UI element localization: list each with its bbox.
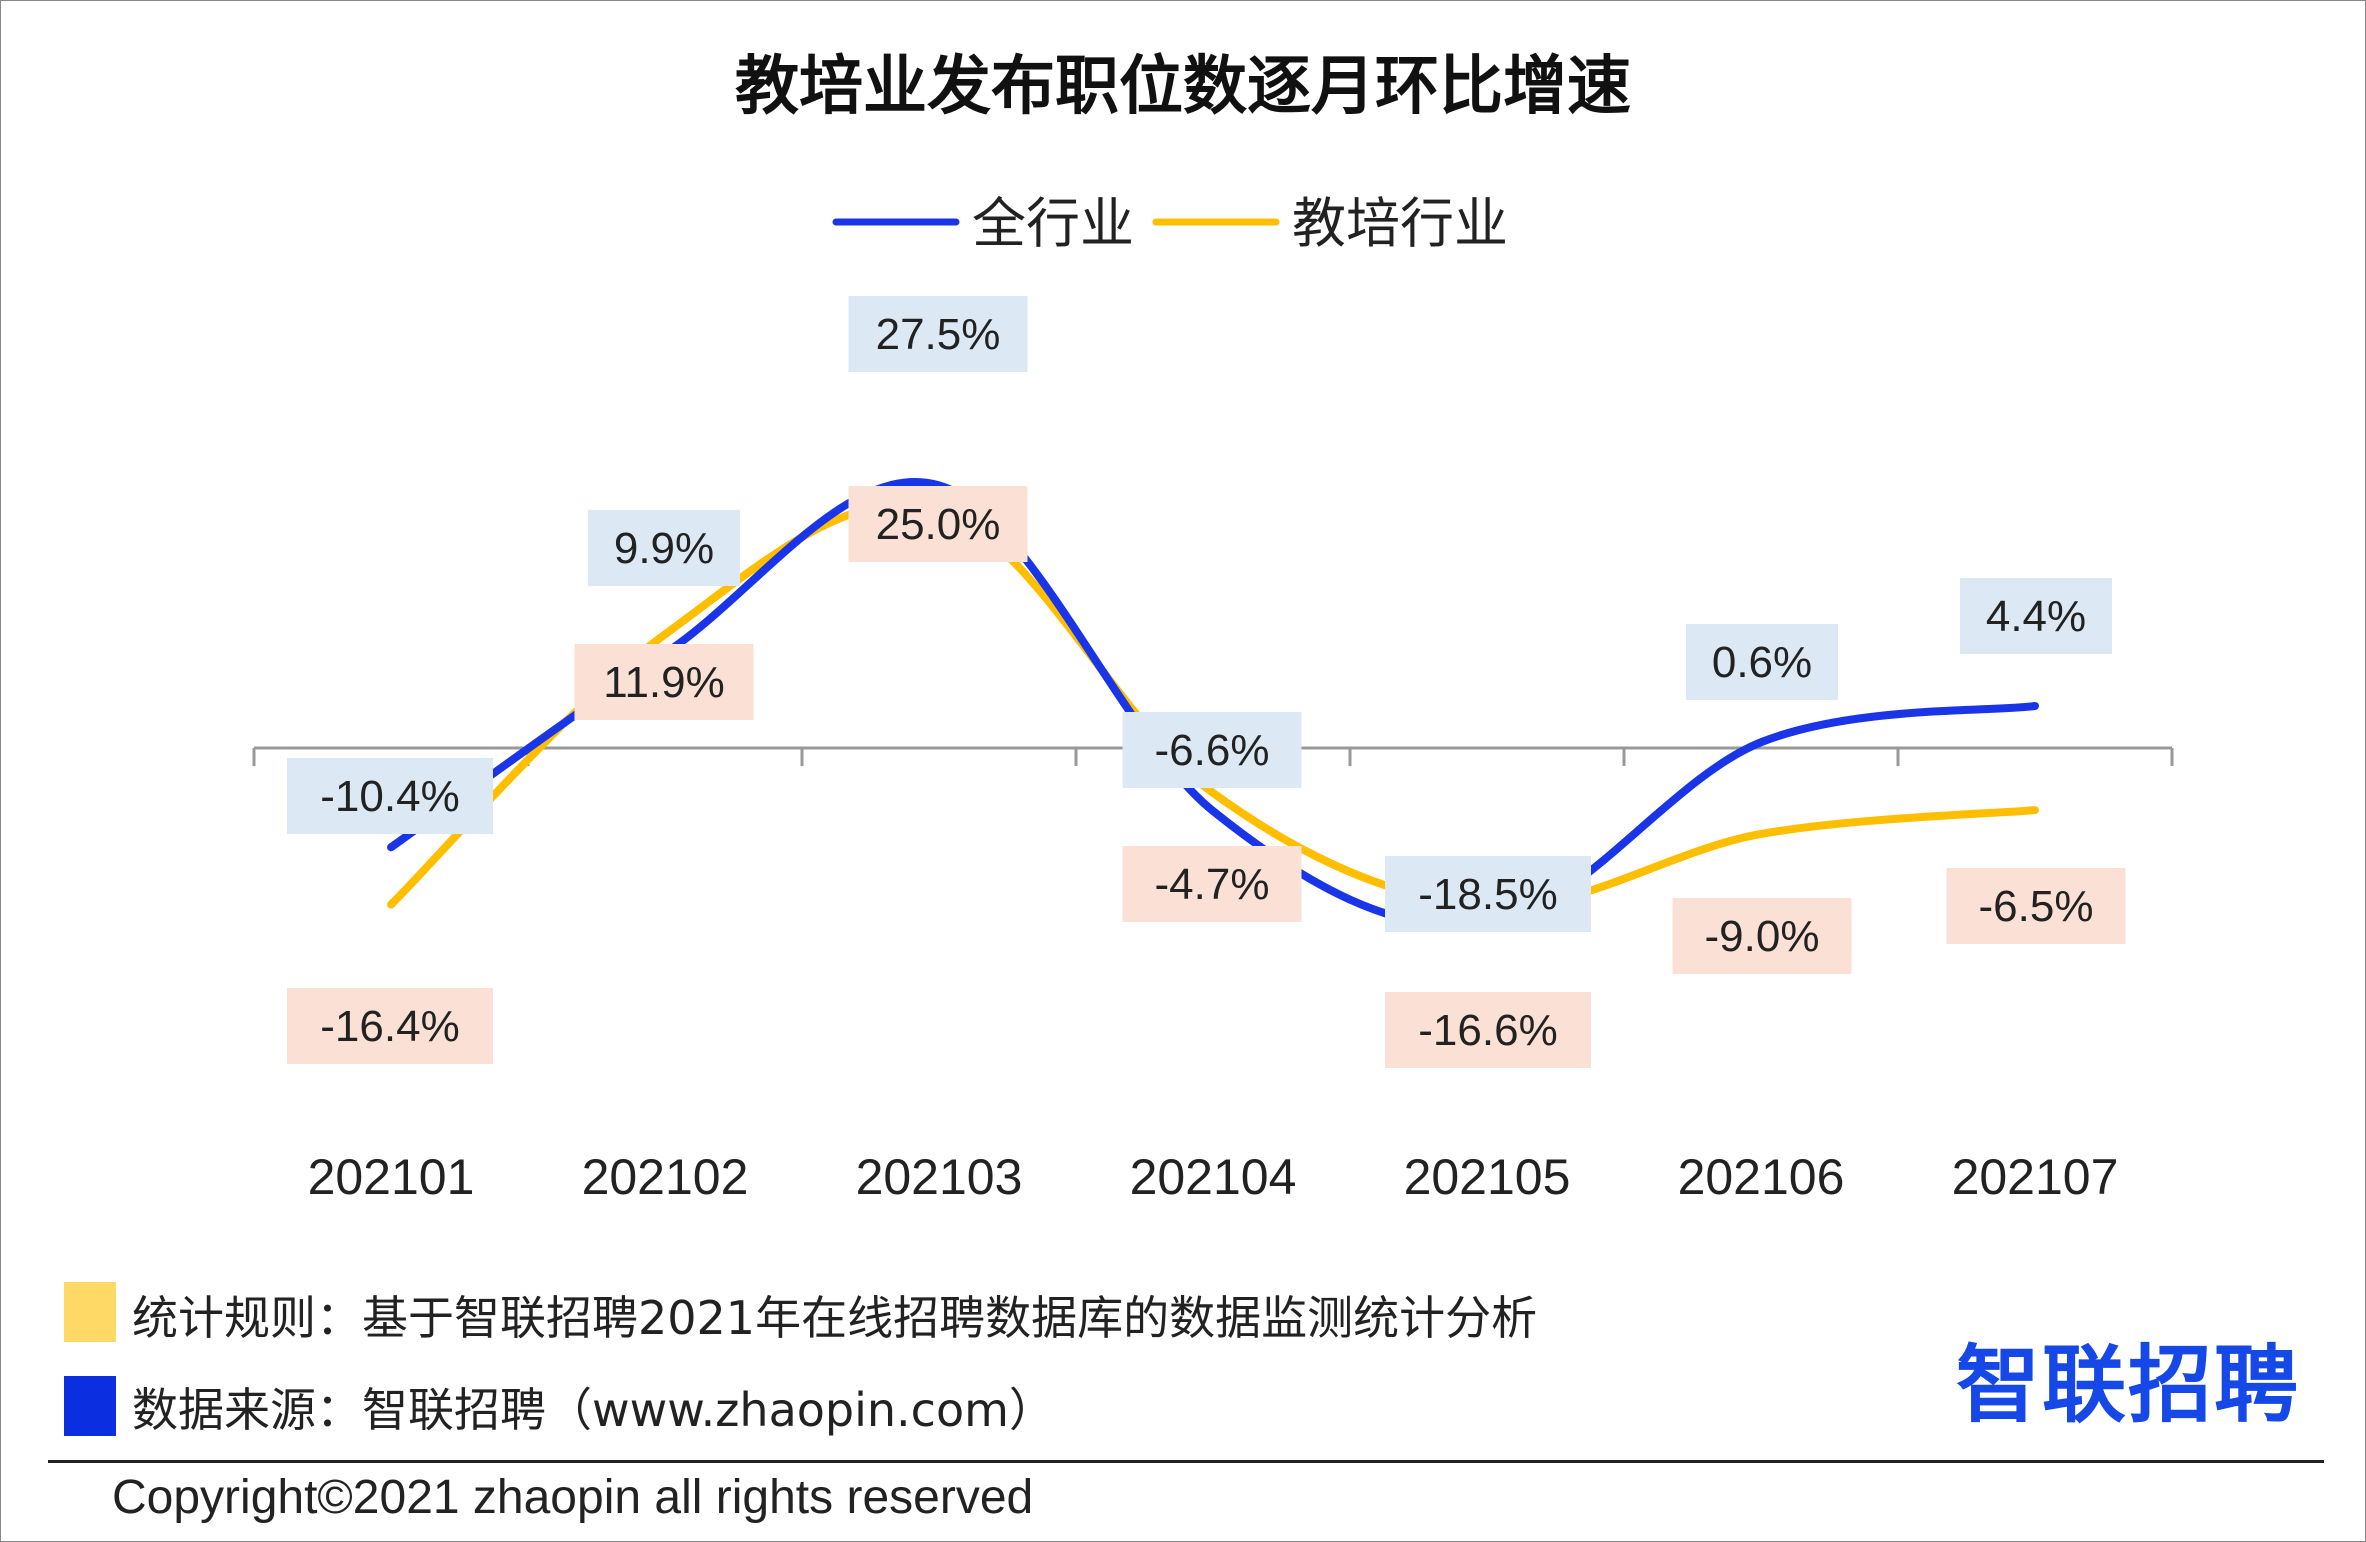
data-label-bg [287,988,493,1064]
data-label-text: -10.4% [320,772,459,821]
x-tick-label-202102: 202102 [582,1149,749,1205]
data-label-1-3: -4.7% [1122,846,1302,922]
data-label-1-5: -9.0% [1672,898,1852,974]
data-label-0-6: 4.4% [1960,578,2112,654]
data-label-text: -6.5% [1979,882,2094,931]
legend: 全行业 教培行业 [832,192,1508,255]
data-source-note: 数据来源：智联招聘（www.zhaopin.com） [132,1383,1055,1437]
data-label-bg [1672,898,1852,974]
x-tick-label-202107: 202107 [1952,1149,2119,1205]
data-label-0-4: -18.5% [1385,856,1591,932]
data-label-text: -16.6% [1418,1006,1557,1055]
data-label-text: 25.0% [876,500,1001,549]
data-label-text: 11.9% [603,658,725,707]
data-label-1-1: 11.9% [574,644,754,720]
data-label-text: 0.6% [1712,638,1812,687]
source-swatch [64,1376,116,1436]
x-tick-label-202104: 202104 [1130,1149,1297,1205]
data-label-1-6: -6.5% [1946,868,2126,944]
x-axis: 202101 202102 202103 202104 202105 202106 2021… [252,746,2174,1205]
data-label-bg [1122,846,1302,922]
data-label-bg [287,758,493,834]
data-label-bg [1946,868,2126,944]
data-label-0-0: -10.4% [287,758,493,834]
data-label-text: -4.7% [1155,860,1270,909]
data-label-bg [574,644,754,720]
data-label-0-1: 9.9% [588,510,740,586]
data-label-bg [1960,578,2112,654]
legend-label-0: 全行业 [972,192,1134,255]
stat-rule-note: 统计规则：基于智联招聘2021年在线招聘数据库的数据监测统计分析 [132,1291,1538,1345]
data-label-text: -6.6% [1155,726,1270,775]
data-label-bg [1385,856,1591,932]
footer-divider [48,1460,2324,1463]
x-tick-label-202101: 202101 [308,1149,475,1205]
chart-title: 教培业发布职位数逐月环比增速 [735,50,1631,124]
zhaopin-logo: 智联招聘 [1956,1336,2301,1434]
data-label-bg [1686,624,1838,700]
data-label-bg [1122,712,1302,788]
data-label-1-0: -16.4% [287,988,493,1064]
rule-swatch [64,1282,116,1342]
data-label-bg [848,296,1028,372]
copyright-text: Copyright©2021 zhaopin all rights reserv… [112,1471,1034,1524]
data-labels: -10.4% -16.4% 9.9% 11.9% 27.5% 25.0% -6.6% -4.7… [287,296,2126,1068]
data-label-text: 9.9% [614,524,714,573]
legend-label-1: 教培行业 [1292,192,1508,255]
x-tick-label-202106: 202106 [1678,1149,1845,1205]
data-label-1-2: 25.0% [848,486,1028,562]
x-tick-label-202105: 202105 [1404,1149,1571,1205]
x-tick-label-202103: 202103 [856,1149,1023,1205]
data-label-1-4: -16.6% [1385,992,1591,1068]
data-label-0-3: -6.6% [1122,712,1302,788]
data-label-text: 4.4% [1986,592,2086,641]
data-label-text: -18.5% [1418,870,1557,919]
data-label-bg [848,486,1028,562]
data-label-0-5: 0.6% [1686,624,1838,700]
data-label-text: -16.4% [320,1002,459,1051]
data-label-0-2: 27.5% [848,296,1028,372]
data-label-text: -9.0% [1705,912,1820,961]
data-label-bg [1385,992,1591,1068]
data-label-text: 27.5% [876,310,1001,359]
data-label-bg [588,510,740,586]
